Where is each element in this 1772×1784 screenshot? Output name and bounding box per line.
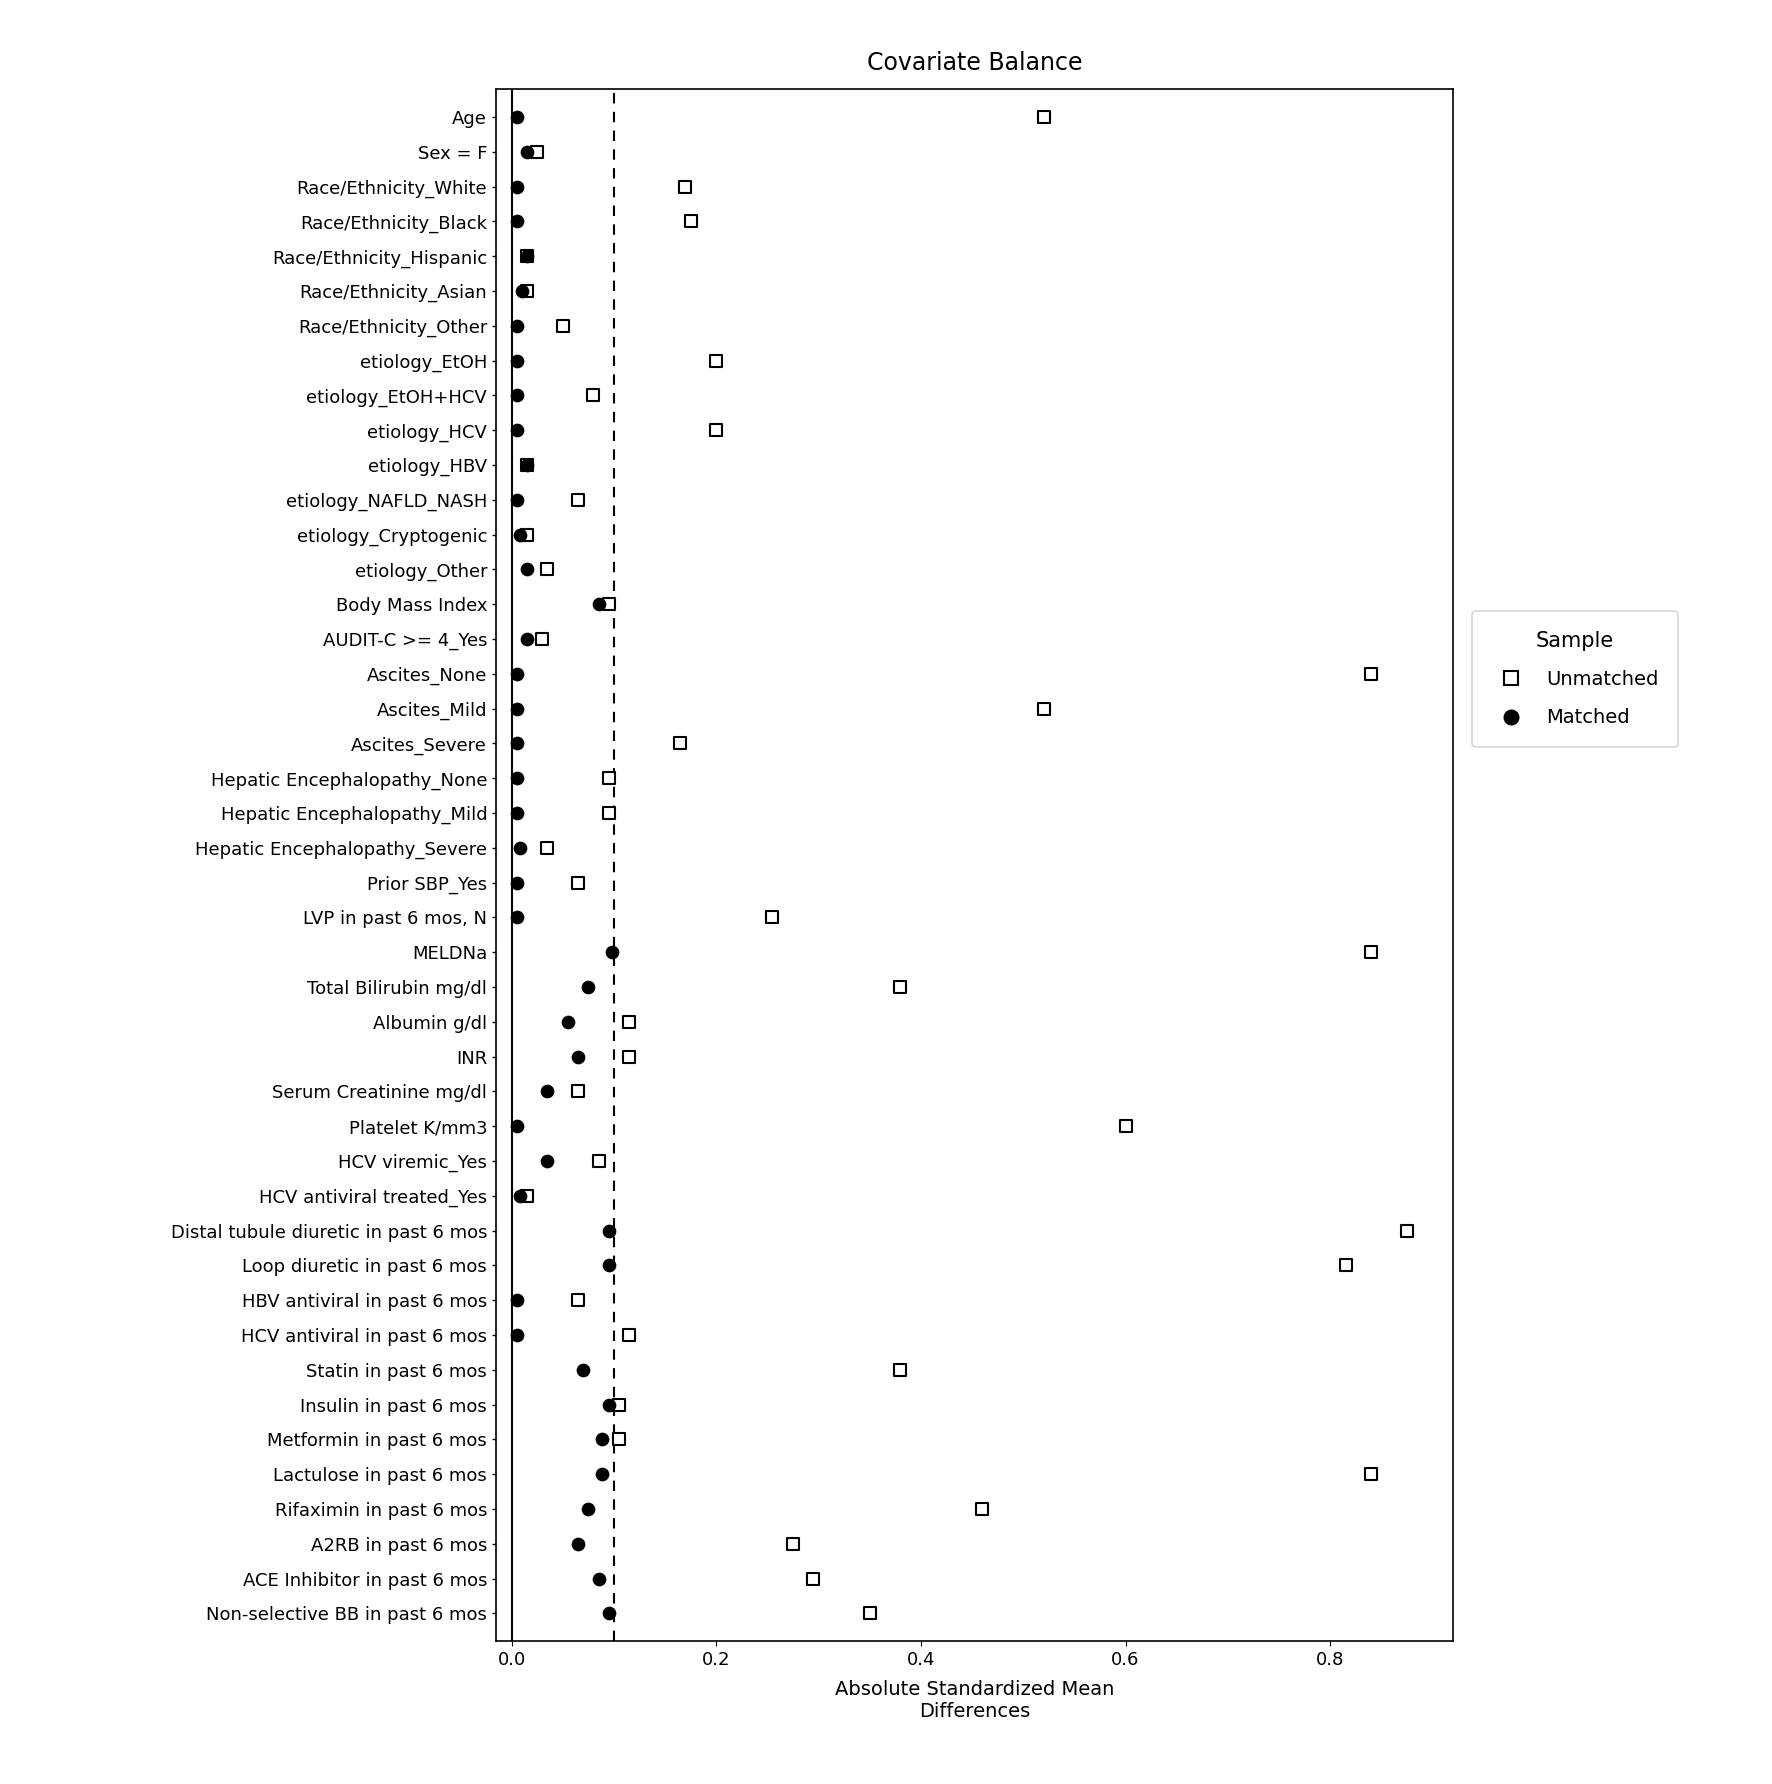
- Unmatched: [604, 1390, 633, 1418]
- Matched: [563, 1042, 592, 1070]
- Unmatched: [512, 451, 540, 480]
- Matched: [512, 137, 540, 166]
- Unmatched: [702, 346, 730, 375]
- Matched: [503, 312, 532, 341]
- Matched: [503, 103, 532, 132]
- Matched: [563, 1529, 592, 1557]
- Matched: [507, 277, 535, 305]
- Unmatched: [595, 799, 624, 828]
- Matched: [503, 869, 532, 897]
- Matched: [503, 1286, 532, 1315]
- Unmatched: [563, 1078, 592, 1106]
- Unmatched: [604, 1425, 633, 1454]
- Unmatched: [702, 416, 730, 444]
- Unmatched: [1331, 1251, 1359, 1279]
- Matched: [505, 521, 533, 549]
- Matched: [503, 730, 532, 758]
- Matched: [503, 173, 532, 202]
- Matched: [553, 1008, 581, 1037]
- Unmatched: [533, 833, 562, 862]
- Unmatched: [512, 521, 540, 549]
- Matched: [595, 1217, 624, 1245]
- Unmatched: [1393, 1217, 1421, 1245]
- Unmatched: [886, 972, 914, 1001]
- Matched: [574, 1495, 602, 1524]
- Matched: [595, 1598, 624, 1627]
- Matched: [587, 1425, 615, 1454]
- Matched: [505, 833, 533, 862]
- Matched: [512, 451, 540, 480]
- Matched: [595, 1390, 624, 1418]
- Unmatched: [549, 312, 578, 341]
- Matched: [512, 555, 540, 583]
- Matched: [574, 972, 602, 1001]
- Unmatched: [595, 764, 624, 792]
- Unmatched: [677, 207, 705, 235]
- Unmatched: [856, 1598, 884, 1627]
- Unmatched: [512, 243, 540, 271]
- Matched: [503, 382, 532, 410]
- Matched: [503, 903, 532, 931]
- Unmatched: [563, 869, 592, 897]
- Unmatched: [585, 1147, 613, 1176]
- Matched: [503, 416, 532, 444]
- Unmatched: [528, 624, 556, 653]
- Matched: [512, 624, 540, 653]
- Unmatched: [1030, 103, 1058, 132]
- Matched: [503, 799, 532, 828]
- Unmatched: [1111, 1111, 1139, 1140]
- Matched: [503, 764, 532, 792]
- Unmatched: [1357, 1459, 1386, 1488]
- Legend: Unmatched, Matched: Unmatched, Matched: [1473, 612, 1678, 747]
- Matched: [533, 1147, 562, 1176]
- Matched: [512, 243, 540, 271]
- Unmatched: [523, 137, 551, 166]
- Matched: [585, 1565, 613, 1593]
- Unmatched: [758, 903, 787, 931]
- Unmatched: [512, 1181, 540, 1210]
- Matched: [503, 1320, 532, 1349]
- Matched: [587, 1459, 615, 1488]
- Unmatched: [799, 1565, 828, 1593]
- Unmatched: [512, 277, 540, 305]
- Unmatched: [533, 555, 562, 583]
- Unmatched: [595, 591, 624, 619]
- Unmatched: [615, 1320, 643, 1349]
- Matched: [503, 485, 532, 514]
- Matched: [585, 591, 613, 619]
- Unmatched: [579, 382, 608, 410]
- Matched: [503, 346, 532, 375]
- Matched: [503, 660, 532, 689]
- Unmatched: [666, 730, 695, 758]
- Unmatched: [563, 485, 592, 514]
- Matched: [503, 207, 532, 235]
- Unmatched: [672, 173, 700, 202]
- X-axis label: Absolute Standardized Mean
Differences: Absolute Standardized Mean Differences: [835, 1681, 1115, 1722]
- Matched: [597, 938, 626, 967]
- Unmatched: [1357, 938, 1386, 967]
- Matched: [595, 1251, 624, 1279]
- Unmatched: [563, 1286, 592, 1315]
- Matched: [533, 1078, 562, 1106]
- Unmatched: [1357, 660, 1386, 689]
- Unmatched: [968, 1495, 996, 1524]
- Matched: [569, 1356, 597, 1384]
- Title: Covariate Balance: Covariate Balance: [867, 50, 1083, 75]
- Matched: [503, 694, 532, 723]
- Unmatched: [1030, 694, 1058, 723]
- Matched: [505, 1181, 533, 1210]
- Unmatched: [615, 1042, 643, 1070]
- Unmatched: [886, 1356, 914, 1384]
- Unmatched: [615, 1008, 643, 1037]
- Unmatched: [778, 1529, 806, 1557]
- Matched: [503, 1111, 532, 1140]
